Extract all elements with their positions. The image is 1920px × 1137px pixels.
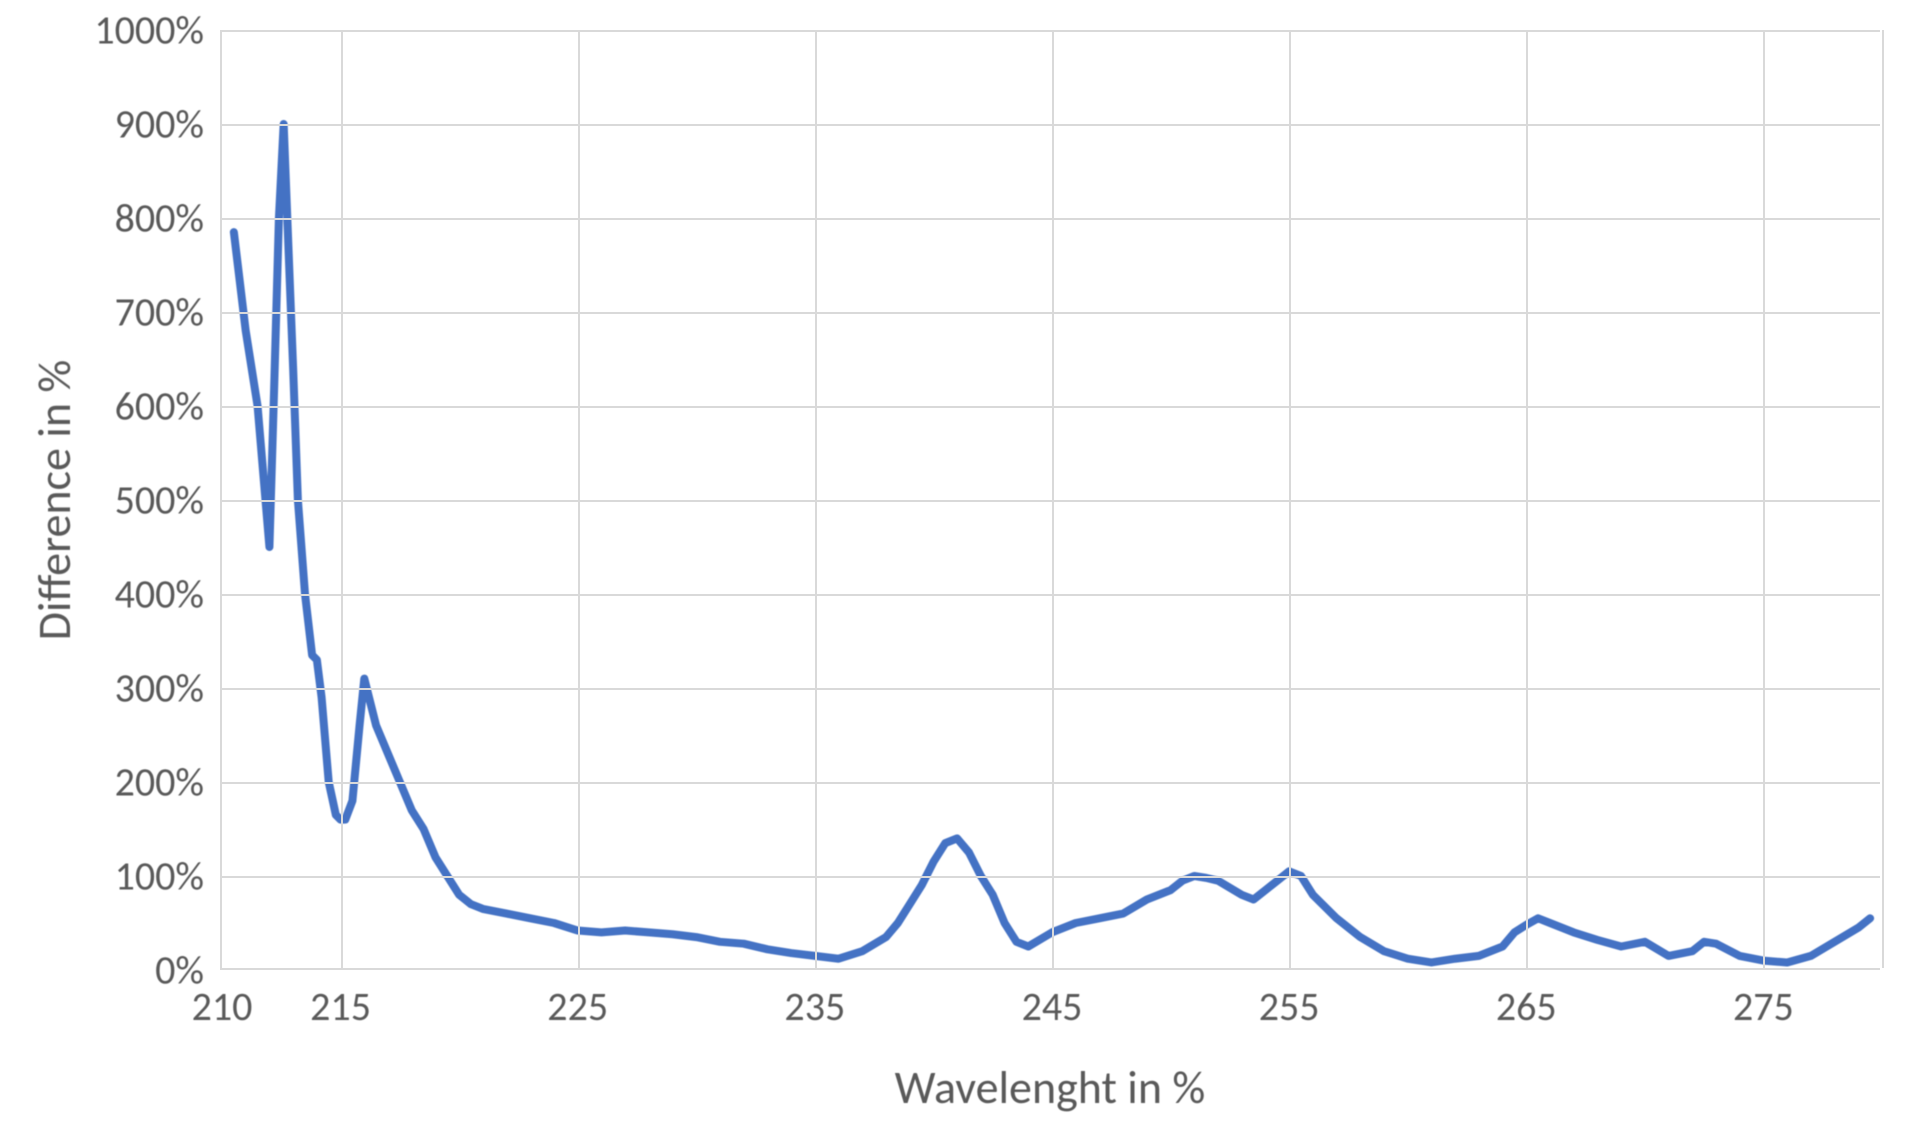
y-tick-label: 600% (115, 382, 222, 431)
y-tick-label: 400% (115, 570, 222, 619)
grid-line-vertical (1526, 30, 1528, 968)
grid-line-vertical (1763, 30, 1765, 968)
grid-line-horizontal (222, 876, 1880, 878)
x-tick-label: 235 (784, 968, 845, 1031)
x-tick-label: 225 (547, 968, 608, 1031)
y-tick-label: 200% (115, 758, 222, 807)
grid-line-horizontal (222, 218, 1880, 220)
grid-line-vertical (341, 30, 343, 968)
x-tick-label: 265 (1496, 968, 1557, 1031)
grid-line-horizontal (222, 594, 1880, 596)
grid-line-vertical (815, 30, 817, 968)
x-tick-label: 210 (192, 968, 253, 1031)
y-tick-label: 700% (115, 288, 222, 337)
grid-line-vertical (1052, 30, 1054, 968)
y-tick-label: 1000% (94, 6, 222, 55)
grid-line-horizontal (222, 782, 1880, 784)
grid-line-horizontal (222, 30, 1880, 32)
grid-line-vertical (1882, 30, 1884, 968)
y-tick-label: 300% (115, 664, 222, 713)
x-tick-label: 245 (1022, 968, 1083, 1031)
y-axis-label: Difference in % (27, 360, 83, 641)
x-tick-label: 215 (310, 968, 371, 1031)
x-axis-label: Wavelenght in % (895, 1060, 1206, 1116)
grid-line-vertical (1289, 30, 1291, 968)
grid-line-horizontal (222, 406, 1880, 408)
grid-line-horizontal (222, 312, 1880, 314)
y-tick-label: 500% (115, 476, 222, 525)
plot-area: 0%100%200%300%400%500%600%700%800%900%10… (220, 30, 1880, 970)
grid-line-horizontal (222, 688, 1880, 690)
y-tick-label: 800% (115, 194, 222, 243)
line-chart: 0%100%200%300%400%500%600%700%800%900%10… (0, 0, 1920, 1137)
y-tick-label: 100% (115, 852, 222, 901)
grid-line-horizontal (222, 124, 1880, 126)
grid-line-horizontal (222, 500, 1880, 502)
x-tick-label: 255 (1259, 968, 1320, 1031)
x-tick-label: 275 (1733, 968, 1794, 1031)
y-tick-label: 900% (115, 100, 222, 149)
grid-line-vertical (578, 30, 580, 968)
